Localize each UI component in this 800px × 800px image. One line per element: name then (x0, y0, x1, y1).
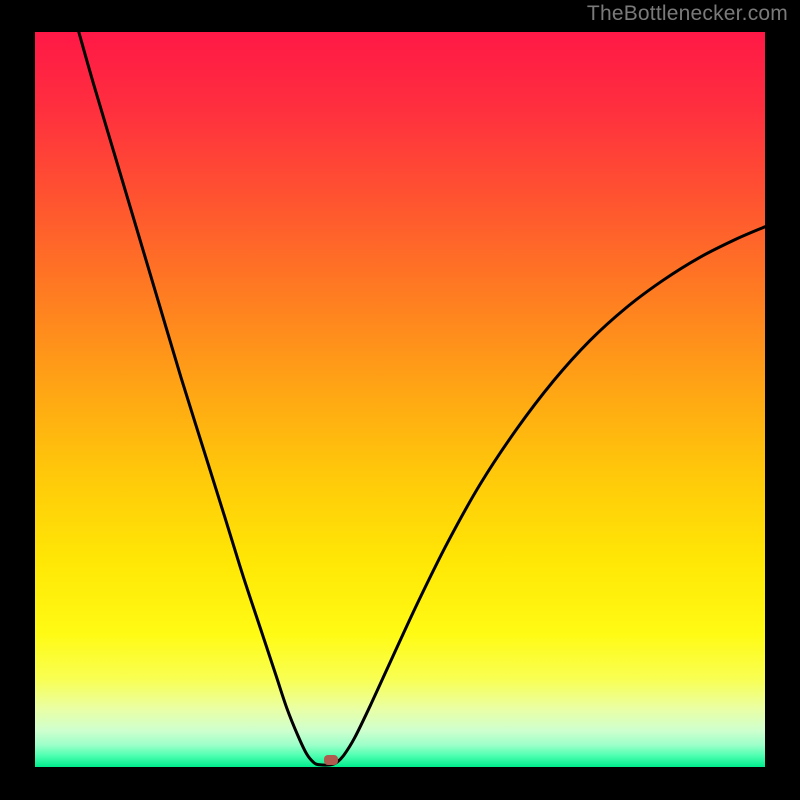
plot-area (35, 32, 765, 767)
curve-path (79, 32, 765, 765)
watermark-text: TheBottlenecker.com (587, 2, 788, 26)
bottleneck-curve (35, 32, 765, 767)
chart-container: { "watermark": { "text": "TheBottlenecke… (0, 0, 800, 800)
optimal-point-marker (324, 755, 338, 765)
